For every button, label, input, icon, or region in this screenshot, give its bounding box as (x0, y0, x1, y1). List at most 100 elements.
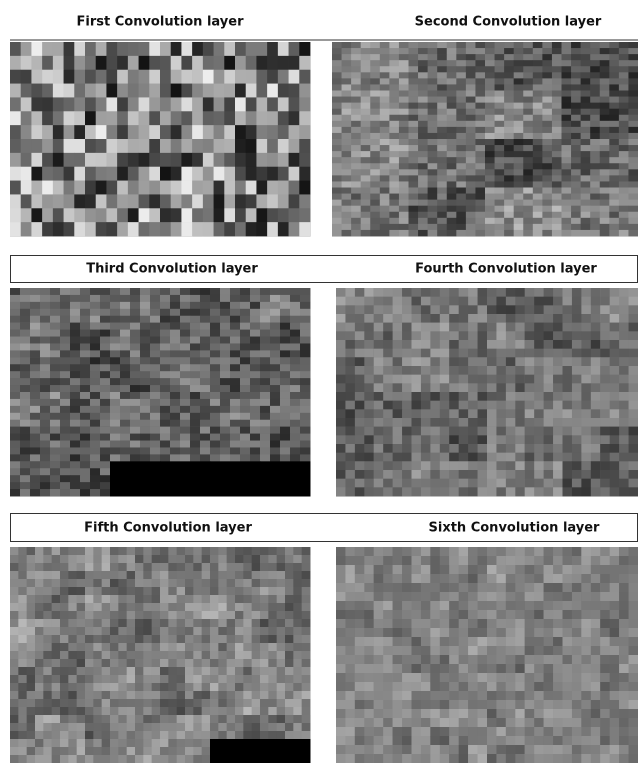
filter-pixel (534, 592, 544, 601)
filter-pixel (42, 84, 53, 98)
filter-pixel (218, 579, 227, 587)
filter-pixel (515, 547, 525, 556)
filter-pixel (180, 323, 190, 330)
filter-pixel (409, 145, 419, 151)
filter-pixel (85, 579, 94, 587)
filter-pixel (370, 91, 380, 97)
filter-pixel (581, 127, 591, 133)
filter-pixel (351, 188, 361, 194)
filter-pixel (533, 218, 543, 224)
filter-pixel (515, 427, 525, 436)
filter-pixel (412, 655, 422, 664)
filter-pixel (180, 441, 190, 448)
filter-pixel (80, 441, 90, 448)
filter-pixel (60, 475, 70, 482)
filter-pixel (421, 461, 431, 470)
filter-pixel (393, 470, 403, 479)
filter-pixel (437, 109, 447, 115)
filter-pixel (70, 378, 80, 385)
filter-pixel (552, 84, 562, 90)
filter-pixel (496, 392, 506, 401)
filter-pixel (285, 643, 294, 651)
filter-pixel (496, 453, 506, 462)
filter-pixel (534, 314, 544, 323)
filter-pixel (120, 288, 130, 295)
filter-pixel (218, 715, 227, 723)
filter-pixel (572, 610, 582, 619)
filter-pixel (128, 111, 139, 125)
filter-pixel (447, 91, 457, 97)
filter-pixel (534, 392, 544, 401)
filter-pixel (466, 169, 476, 175)
filter-pixel (355, 409, 365, 418)
filter-pixel (456, 42, 466, 48)
filter-pixel (581, 42, 591, 48)
filter-pixel (77, 619, 86, 627)
filter-pixel (227, 659, 236, 667)
filter-pixel (50, 350, 60, 357)
filter-pixel (610, 340, 620, 349)
filter-pixel (227, 707, 236, 715)
filter-pixel (278, 97, 289, 111)
filter-pixel (290, 447, 300, 454)
filter-pixel (430, 340, 440, 349)
filter-pixel (523, 163, 533, 169)
filter-pixel (534, 401, 544, 410)
filter-pixel (571, 157, 581, 163)
filter-pixel (100, 454, 110, 461)
filter-pixel (43, 659, 52, 667)
filter-pixel (160, 651, 169, 659)
filter-pixel (345, 340, 355, 349)
filter-pixel (10, 563, 19, 571)
filter-pixel (533, 91, 543, 97)
filter-pixel (447, 230, 457, 236)
filter-pixel (459, 628, 469, 637)
filter-pixel (412, 435, 422, 444)
filter-pixel (60, 461, 70, 468)
filter-pixel (300, 434, 310, 441)
filter-pixel (572, 601, 582, 610)
filter-pixel (35, 747, 44, 755)
filter-pixel (581, 366, 591, 375)
filter-pixel (581, 610, 591, 619)
filter-pixel (177, 659, 186, 667)
filter-pixel (193, 667, 202, 675)
filter-pixel (93, 683, 102, 691)
filter-pixel (351, 60, 361, 66)
filter-pixel (336, 718, 346, 727)
filter-pixel (60, 420, 70, 427)
filter-pixel (430, 453, 440, 462)
filter-pixel (170, 309, 180, 316)
filter-pixel (504, 230, 514, 236)
filter-pixel (180, 371, 190, 378)
filter-pixel (523, 230, 533, 236)
filter-pixel (544, 619, 554, 628)
filter-pixel (563, 375, 573, 384)
filter-pixel (190, 316, 200, 323)
filter-pixel (345, 409, 355, 418)
filter-pixel (120, 420, 130, 427)
filter-pixel (542, 103, 552, 109)
filter-pixel (10, 153, 21, 167)
filter-pixel (93, 643, 102, 651)
filter-pixel (504, 194, 514, 200)
filter-pixel (466, 115, 476, 121)
filter-pixel (412, 479, 422, 488)
filter-pixel (80, 302, 90, 309)
filter-pixel (300, 357, 310, 364)
filter-pixel (525, 592, 535, 601)
filter-pixel (533, 157, 543, 163)
filter-pixel (572, 487, 582, 496)
filter-pixel (181, 139, 192, 153)
filter-pixel (609, 127, 619, 133)
filter-pixel (619, 565, 629, 574)
filter-pixel (591, 305, 601, 314)
filter-pixel (581, 673, 591, 682)
filter-pixel (361, 72, 371, 78)
filter-pixel (224, 70, 235, 84)
filter-pixel (160, 295, 170, 302)
filter-pixel (102, 595, 111, 603)
filter-pixel (383, 682, 393, 691)
filter-pixel (170, 288, 180, 295)
filter-pixel (402, 583, 412, 592)
